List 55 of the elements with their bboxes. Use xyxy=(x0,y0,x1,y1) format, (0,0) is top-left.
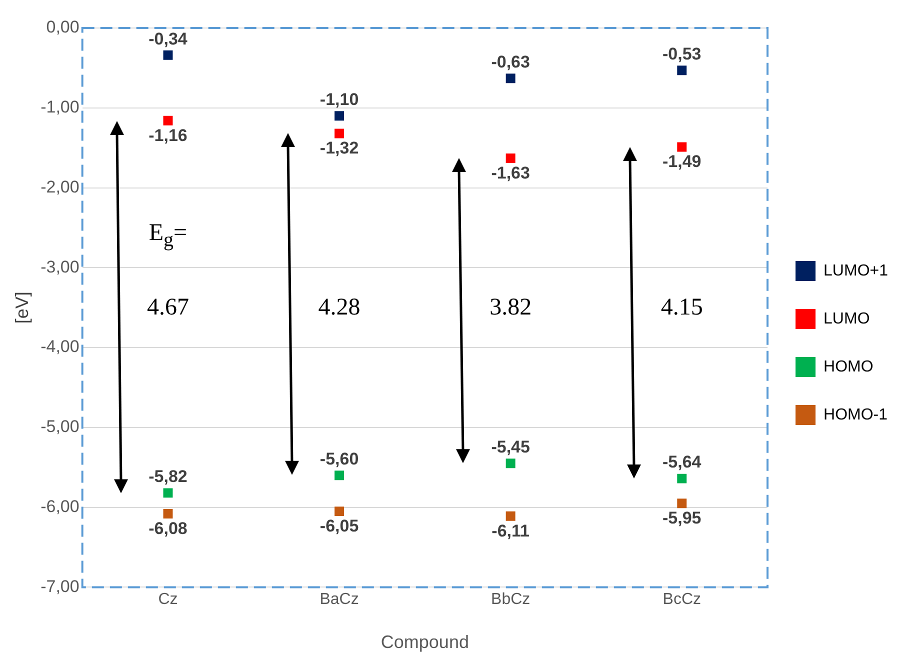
point xyxy=(334,128,344,138)
point xyxy=(677,474,687,484)
data-label: -0,34 xyxy=(148,29,188,48)
legend-label: HOMO-1 xyxy=(824,406,888,424)
data-label: -1,16 xyxy=(148,126,188,145)
x-tick-label: Cz xyxy=(158,591,178,608)
point xyxy=(677,66,687,76)
data-label: -0,63 xyxy=(491,52,530,72)
data-label: -5,60 xyxy=(320,450,359,469)
y-tick-label: -5,00 xyxy=(40,417,80,436)
point xyxy=(163,488,173,498)
y-tick-label: -4,00 xyxy=(40,337,80,356)
point xyxy=(334,506,344,516)
point xyxy=(506,511,516,521)
x-tick-label: BcCz xyxy=(662,591,701,608)
data-label: -6,05 xyxy=(320,516,359,536)
point xyxy=(163,508,173,518)
annotation: 4.15 xyxy=(660,294,703,322)
data-label: -5,64 xyxy=(662,452,702,472)
legend-label: HOMO xyxy=(824,358,874,376)
x-tick-label: BbCz xyxy=(491,591,530,608)
y-tick-label: -7,00 xyxy=(40,576,80,596)
y-tick-label: -6,00 xyxy=(40,497,80,516)
x-tick-label: BaCz xyxy=(320,591,359,608)
y-axis-title: [eV] xyxy=(12,292,32,324)
data-label: -1,10 xyxy=(320,90,359,110)
point xyxy=(677,498,687,508)
point xyxy=(506,458,516,468)
y-tick-label: -3,00 xyxy=(40,257,80,276)
data-label: -5,82 xyxy=(148,467,188,486)
point xyxy=(163,116,173,126)
point xyxy=(677,142,687,152)
point xyxy=(506,153,516,163)
legend-label: LUMO+1 xyxy=(824,262,888,280)
point xyxy=(334,470,344,480)
annotation: 4.28 xyxy=(318,294,360,322)
x-axis-title: Compound xyxy=(380,632,469,652)
data-label: -1,32 xyxy=(320,138,359,158)
y-tick-label: -1,00 xyxy=(40,98,80,117)
data-label: -1,49 xyxy=(662,152,702,172)
point xyxy=(334,111,344,121)
data-label: -1,63 xyxy=(491,163,530,182)
point xyxy=(163,50,173,60)
data-label: -6,08 xyxy=(148,518,188,538)
data-label: -6,11 xyxy=(492,521,530,540)
y-tick-label: -2,00 xyxy=(40,177,80,196)
point xyxy=(506,74,516,84)
y-tick-label: 0,00 xyxy=(46,18,80,37)
data-label: -0,53 xyxy=(662,44,702,64)
annotation: 4.67 xyxy=(146,294,189,322)
data-label: -5,45 xyxy=(491,438,530,457)
annotation: 3.82 xyxy=(490,294,532,322)
annotation: E$_{g}$= xyxy=(148,220,188,252)
data-label: -5,95 xyxy=(662,508,702,528)
legend-label: LUMO xyxy=(824,310,870,328)
